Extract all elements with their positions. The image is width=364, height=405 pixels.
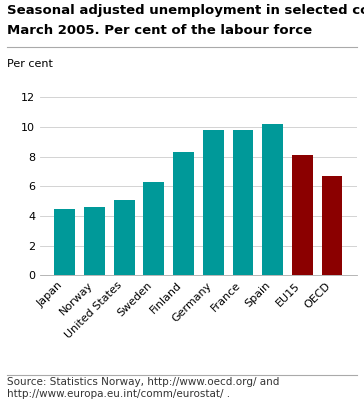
- Bar: [114, 200, 135, 275]
- Text: Source: Statistics Norway, http://www.oecd.org/ and
http://www.europa.eu.int/com: Source: Statistics Norway, http://www.oe…: [7, 377, 280, 399]
- Text: Seasonal adjusted unemployment in selected countries.: Seasonal adjusted unemployment in select…: [7, 4, 364, 17]
- Text: Per cent: Per cent: [7, 59, 53, 69]
- Bar: [143, 182, 164, 275]
- Bar: [321, 176, 342, 275]
- Bar: [84, 207, 105, 275]
- Text: March 2005. Per cent of the labour force: March 2005. Per cent of the labour force: [7, 24, 312, 37]
- Bar: [173, 152, 194, 275]
- Bar: [292, 155, 313, 275]
- Bar: [55, 209, 75, 275]
- Bar: [262, 124, 283, 275]
- Bar: [203, 130, 223, 275]
- Bar: [233, 130, 253, 275]
